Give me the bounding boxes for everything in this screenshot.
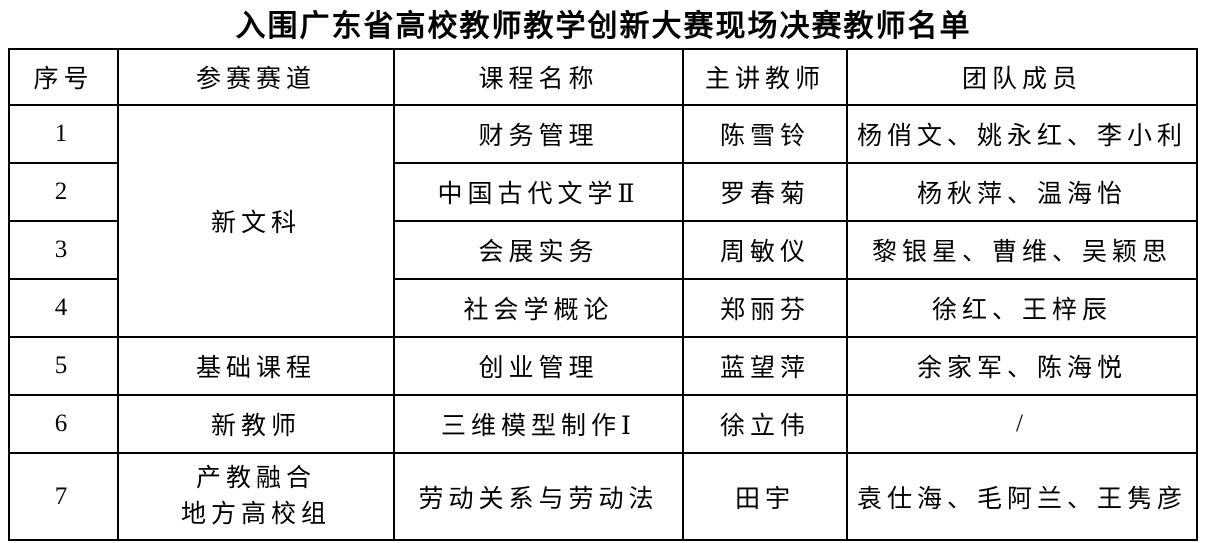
cell-course: 社会学概论 [393,278,684,338]
cell-teacher: 陈雪铃 [682,104,848,164]
cell-no: 6 [8,394,119,454]
table-row: 2 中国古代文学Ⅱ 罗春菊 杨秋萍、温海怡 [8,162,1198,222]
table-header-row: 序号 参赛赛道 课程名称 主讲教师 团队成员 [8,48,1198,106]
cell-no: 1 [8,104,119,164]
cell-teacher: 罗春菊 [682,162,848,222]
cell-team: 余家军、陈海悦 [846,336,1198,396]
cell-track: 产教融合 地方高校组 [117,452,395,541]
header-cell-no: 序号 [8,48,119,106]
header-cell-course: 课程名称 [393,48,684,106]
table-row: 1 新文科 财务管理 陈雪铃 杨俏文、姚永红、李小利 [8,104,1198,338]
cell-no: 3 [8,220,119,280]
cell-track: 基础课程 [117,336,395,396]
cell-no: 7 [8,452,119,541]
cell-course: 创业管理 [393,336,684,396]
header-cell-track: 参赛赛道 [117,48,395,106]
table-row: 7 产教融合 地方高校组 劳动关系与劳动法 田宇 袁仕海、毛阿兰、王隽彦 [8,452,1198,541]
cell-track: 新教师 [117,394,395,454]
cell-team: / [846,394,1198,454]
cell-no: 2 [8,162,119,222]
cell-team: 徐红、王梓辰 [846,278,1198,338]
cell-team: 杨秋萍、温海怡 [846,162,1198,222]
cell-team: 黎银星、曹维、吴颖思 [846,220,1198,280]
table-row: 5 基础课程 创业管理 蓝望萍 余家军、陈海悦 [8,336,1198,396]
cell-teacher: 周敏仪 [682,220,848,280]
cell-no: 5 [8,336,119,396]
cell-teacher: 郑丽芬 [682,278,848,338]
page-title: 入围广东省高校教师教学创新大赛现场决赛教师名单 [235,10,972,43]
finalists-table: 序号 参赛赛道 课程名称 主讲教师 团队成员 1 新文科 财务管理 陈雪铃 杨俏… [8,48,1198,541]
cell-teacher: 田宇 [682,452,848,541]
cell-track: 新文科 [117,104,395,338]
cell-no: 4 [8,278,119,338]
cell-course: 中国古代文学Ⅱ [393,162,684,222]
cell-course: 财务管理 [393,104,684,164]
cell-teacher: 徐立伟 [682,394,848,454]
table-row: 3 会展实务 周敏仪 黎银星、曹维、吴颖思 [8,220,1198,280]
table-row: 4 社会学概论 郑丽芬 徐红、王梓辰 [8,278,1198,338]
table-row: 6 新教师 三维模型制作Ⅰ 徐立伟 / [8,394,1198,454]
cell-course: 会展实务 [393,220,684,280]
cell-course: 劳动关系与劳动法 [393,452,684,541]
cell-course: 三维模型制作Ⅰ [393,394,684,454]
header-cell-teacher: 主讲教师 [682,48,848,106]
cell-team: 袁仕海、毛阿兰、王隽彦 [846,452,1198,541]
header-cell-team: 团队成员 [846,48,1198,106]
cell-team: 杨俏文、姚永红、李小利 [846,104,1198,164]
cell-teacher: 蓝望萍 [682,336,848,396]
